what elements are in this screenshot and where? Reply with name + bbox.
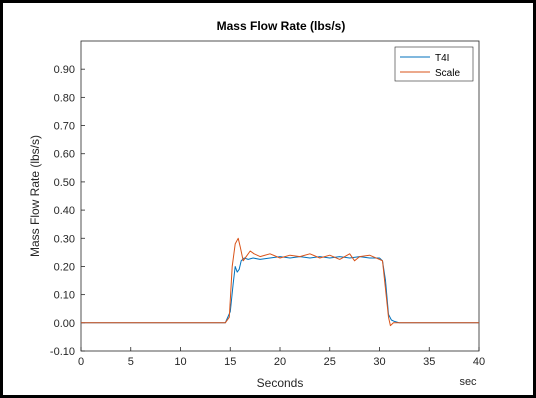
y-tick-label: 0.30 — [54, 233, 75, 245]
y-tick-label: 0.40 — [54, 205, 75, 217]
legend-label-t4i: T4I — [435, 53, 449, 64]
x-tick-label: 30 — [373, 356, 385, 368]
x-tick-label: 40 — [473, 356, 485, 368]
x-axis-label: Seconds — [257, 376, 304, 390]
series-line-scale — [81, 237, 479, 327]
y-tick-label: 0.00 — [54, 318, 75, 330]
plot-area — [80, 40, 480, 352]
series-group — [81, 237, 479, 327]
x-tick-label: 15 — [224, 356, 236, 368]
x-tick-label: 25 — [324, 356, 336, 368]
chart-title: Mass Flow Rate (lbs/s) — [217, 19, 346, 33]
x-axis-unit-label: sec — [459, 376, 477, 388]
y-tick-label: 0.70 — [54, 121, 75, 133]
legend: T4I Scale — [394, 46, 474, 82]
y-tick-label: -0.10 — [50, 346, 75, 358]
y-axis: -0.10 0.00 0.10 0.20 0.30 0.40 0.50 0.60 0.70 0.8… — [50, 64, 85, 358]
y-tick-label: 0.10 — [54, 290, 75, 302]
x-tick-label: 20 — [274, 356, 286, 368]
x-tick-label: 10 — [174, 356, 186, 368]
y-tick-label: 0.50 — [54, 177, 75, 189]
legend-label-scale: Scale — [435, 68, 460, 79]
y-axis-label: Mass Flow Rate (lbs/s) — [28, 135, 42, 257]
x-axis: 0 5 10 15 20 25 30 35 40 — [78, 347, 485, 368]
y-tick-label: 0.80 — [54, 92, 75, 104]
y-tick-label: 0.20 — [54, 261, 75, 273]
legend-box — [394, 46, 474, 82]
y-tick-label: 0.90 — [54, 64, 75, 76]
x-tick-label: 35 — [423, 356, 435, 368]
x-tick-label: 0 — [78, 356, 84, 368]
y-tick-label: 0.60 — [54, 149, 75, 161]
x-tick-label: 5 — [128, 356, 134, 368]
